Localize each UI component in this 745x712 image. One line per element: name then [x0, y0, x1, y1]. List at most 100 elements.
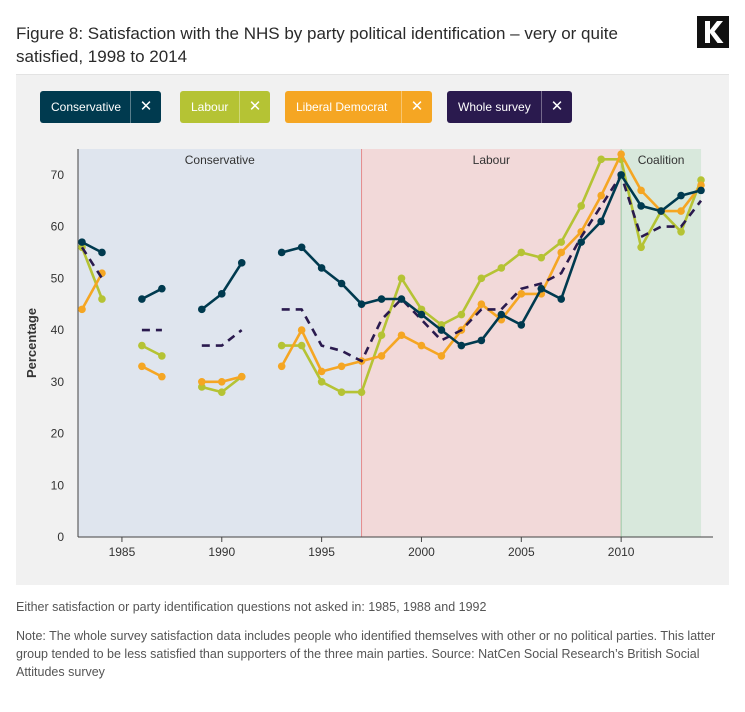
data-point — [217, 290, 226, 298]
data-point — [237, 259, 246, 267]
data-point — [377, 352, 386, 360]
data-point — [597, 155, 605, 164]
x-tick-label: 1995 — [308, 545, 335, 559]
data-point — [557, 248, 566, 257]
data-point — [317, 367, 326, 376]
data-point — [158, 284, 166, 293]
y-tick-label: 50 — [51, 271, 65, 285]
data-point — [158, 372, 166, 381]
data-point — [138, 341, 146, 350]
data-point — [677, 207, 685, 215]
close-icon[interactable]: ✕ — [410, 98, 424, 115]
data-point — [477, 336, 486, 345]
series-line — [201, 329, 243, 347]
data-point — [217, 378, 226, 386]
data-point — [377, 295, 386, 303]
y-tick-label: 40 — [51, 323, 65, 337]
data-point — [357, 388, 366, 396]
data-point — [198, 378, 206, 386]
data-point — [617, 171, 625, 179]
region-label: Labour — [473, 153, 510, 167]
data-point — [677, 191, 685, 200]
chart-panel: Conservative ✕ Labour ✕ Liberal Democrat… — [16, 75, 729, 585]
x-tick-label: 2005 — [508, 545, 535, 559]
series-line — [80, 246, 104, 280]
y-tick-label: 0 — [57, 530, 64, 544]
data-point — [657, 207, 665, 215]
legend-toggle-whole-survey[interactable]: Whole survey ✕ — [447, 91, 572, 123]
legend-toggle-liberal-democrat[interactable]: Liberal Democrat ✕ — [285, 91, 432, 123]
x-tick-label: 1985 — [109, 545, 136, 559]
data-point — [198, 305, 206, 314]
data-point — [457, 310, 466, 319]
data-point — [277, 248, 286, 257]
close-icon[interactable]: ✕ — [550, 98, 564, 115]
data-point — [277, 341, 286, 350]
y-tick-label: 60 — [51, 220, 65, 234]
chart-title: Figure 8: Satisfaction with the NHS by p… — [16, 24, 618, 66]
data-point — [677, 227, 685, 236]
series-line — [280, 173, 703, 347]
legend-label: Liberal Democrat — [296, 100, 388, 114]
data-point — [497, 264, 506, 272]
legend-toggle-labour[interactable]: Labour ✕ — [180, 91, 270, 123]
data-point — [417, 341, 426, 350]
series-line — [281, 173, 703, 363]
x-tick-label: 2010 — [608, 545, 635, 559]
region-band — [78, 149, 362, 537]
data-point — [697, 186, 705, 195]
data-point — [537, 253, 546, 262]
legend-toggle-conservative[interactable]: Conservative ✕ — [40, 91, 161, 123]
data-point — [577, 238, 586, 246]
data-point — [357, 300, 366, 308]
source-note: Note: The whole survey satisfaction data… — [16, 629, 716, 679]
data-point — [297, 326, 306, 334]
data-point — [397, 331, 406, 340]
data-point — [98, 295, 106, 303]
data-point — [138, 362, 146, 371]
data-point — [337, 388, 346, 396]
data-point — [517, 290, 526, 298]
data-point — [617, 150, 625, 158]
series-whole-survey — [80, 173, 703, 363]
y-axis-label: Percentage — [24, 308, 39, 378]
y-tick-label: 10 — [51, 478, 65, 492]
data-point — [397, 295, 406, 303]
legend-label: Conservative — [51, 100, 122, 114]
series-line — [280, 152, 703, 373]
title-divider — [16, 74, 729, 75]
close-icon[interactable]: ✕ — [248, 98, 262, 115]
legend-label: Whole survey — [458, 100, 531, 114]
data-point — [337, 279, 346, 288]
close-icon[interactable]: ✕ — [139, 98, 153, 115]
data-point — [158, 352, 166, 360]
data-point — [377, 331, 386, 340]
data-point — [637, 243, 645, 252]
missing-years-note: Either satisfaction or party identificat… — [16, 600, 487, 614]
data-point — [78, 305, 86, 314]
data-point — [297, 341, 306, 350]
y-tick-label: 30 — [51, 375, 65, 389]
data-point — [337, 362, 346, 371]
data-point — [457, 341, 466, 350]
data-point — [437, 352, 446, 360]
data-point — [277, 362, 286, 371]
data-point — [517, 248, 526, 257]
legend-separator — [401, 91, 402, 123]
y-tick-label: 20 — [51, 427, 65, 441]
data-point — [98, 248, 106, 257]
line-chart: Conservative Labour Coalition 0 10 20 30 40 50 60… — [24, 149, 713, 559]
data-point — [497, 310, 506, 319]
data-point — [517, 321, 526, 329]
data-point — [297, 243, 306, 252]
data-point — [237, 372, 246, 381]
data-point — [477, 300, 486, 308]
region-label: Coalition — [638, 153, 685, 167]
data-point — [577, 202, 586, 210]
data-point — [217, 388, 226, 396]
data-point — [78, 238, 86, 246]
legend-label: Labour — [191, 100, 229, 114]
data-point — [317, 378, 326, 386]
data-point — [537, 284, 546, 293]
data-point — [557, 238, 566, 246]
